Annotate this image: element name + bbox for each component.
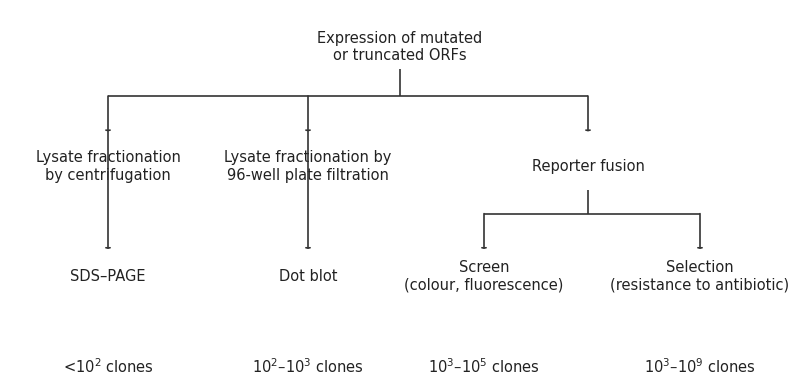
Text: Screen
(colour, fluorescence): Screen (colour, fluorescence) [404,260,564,292]
Text: Lysate fractionation
by centrifugation: Lysate fractionation by centrifugation [35,151,181,183]
Text: SDS–PAGE: SDS–PAGE [70,269,146,284]
Text: 10$^3$–10$^5$ clones: 10$^3$–10$^5$ clones [428,357,540,376]
Text: Dot blot: Dot blot [278,269,338,284]
Text: 10$^3$–10$^9$ clones: 10$^3$–10$^9$ clones [644,357,756,376]
Text: Reporter fusion: Reporter fusion [531,159,645,174]
Text: <10$^2$ clones: <10$^2$ clones [62,357,154,376]
Text: Expression of mutated
or truncated ORFs: Expression of mutated or truncated ORFs [318,31,482,63]
Text: Selection
(resistance to antibiotic): Selection (resistance to antibiotic) [610,260,790,292]
Text: 10$^2$–10$^3$ clones: 10$^2$–10$^3$ clones [252,357,364,376]
Text: Lysate fractionation by
96-well plate filtration: Lysate fractionation by 96-well plate fi… [224,151,392,183]
